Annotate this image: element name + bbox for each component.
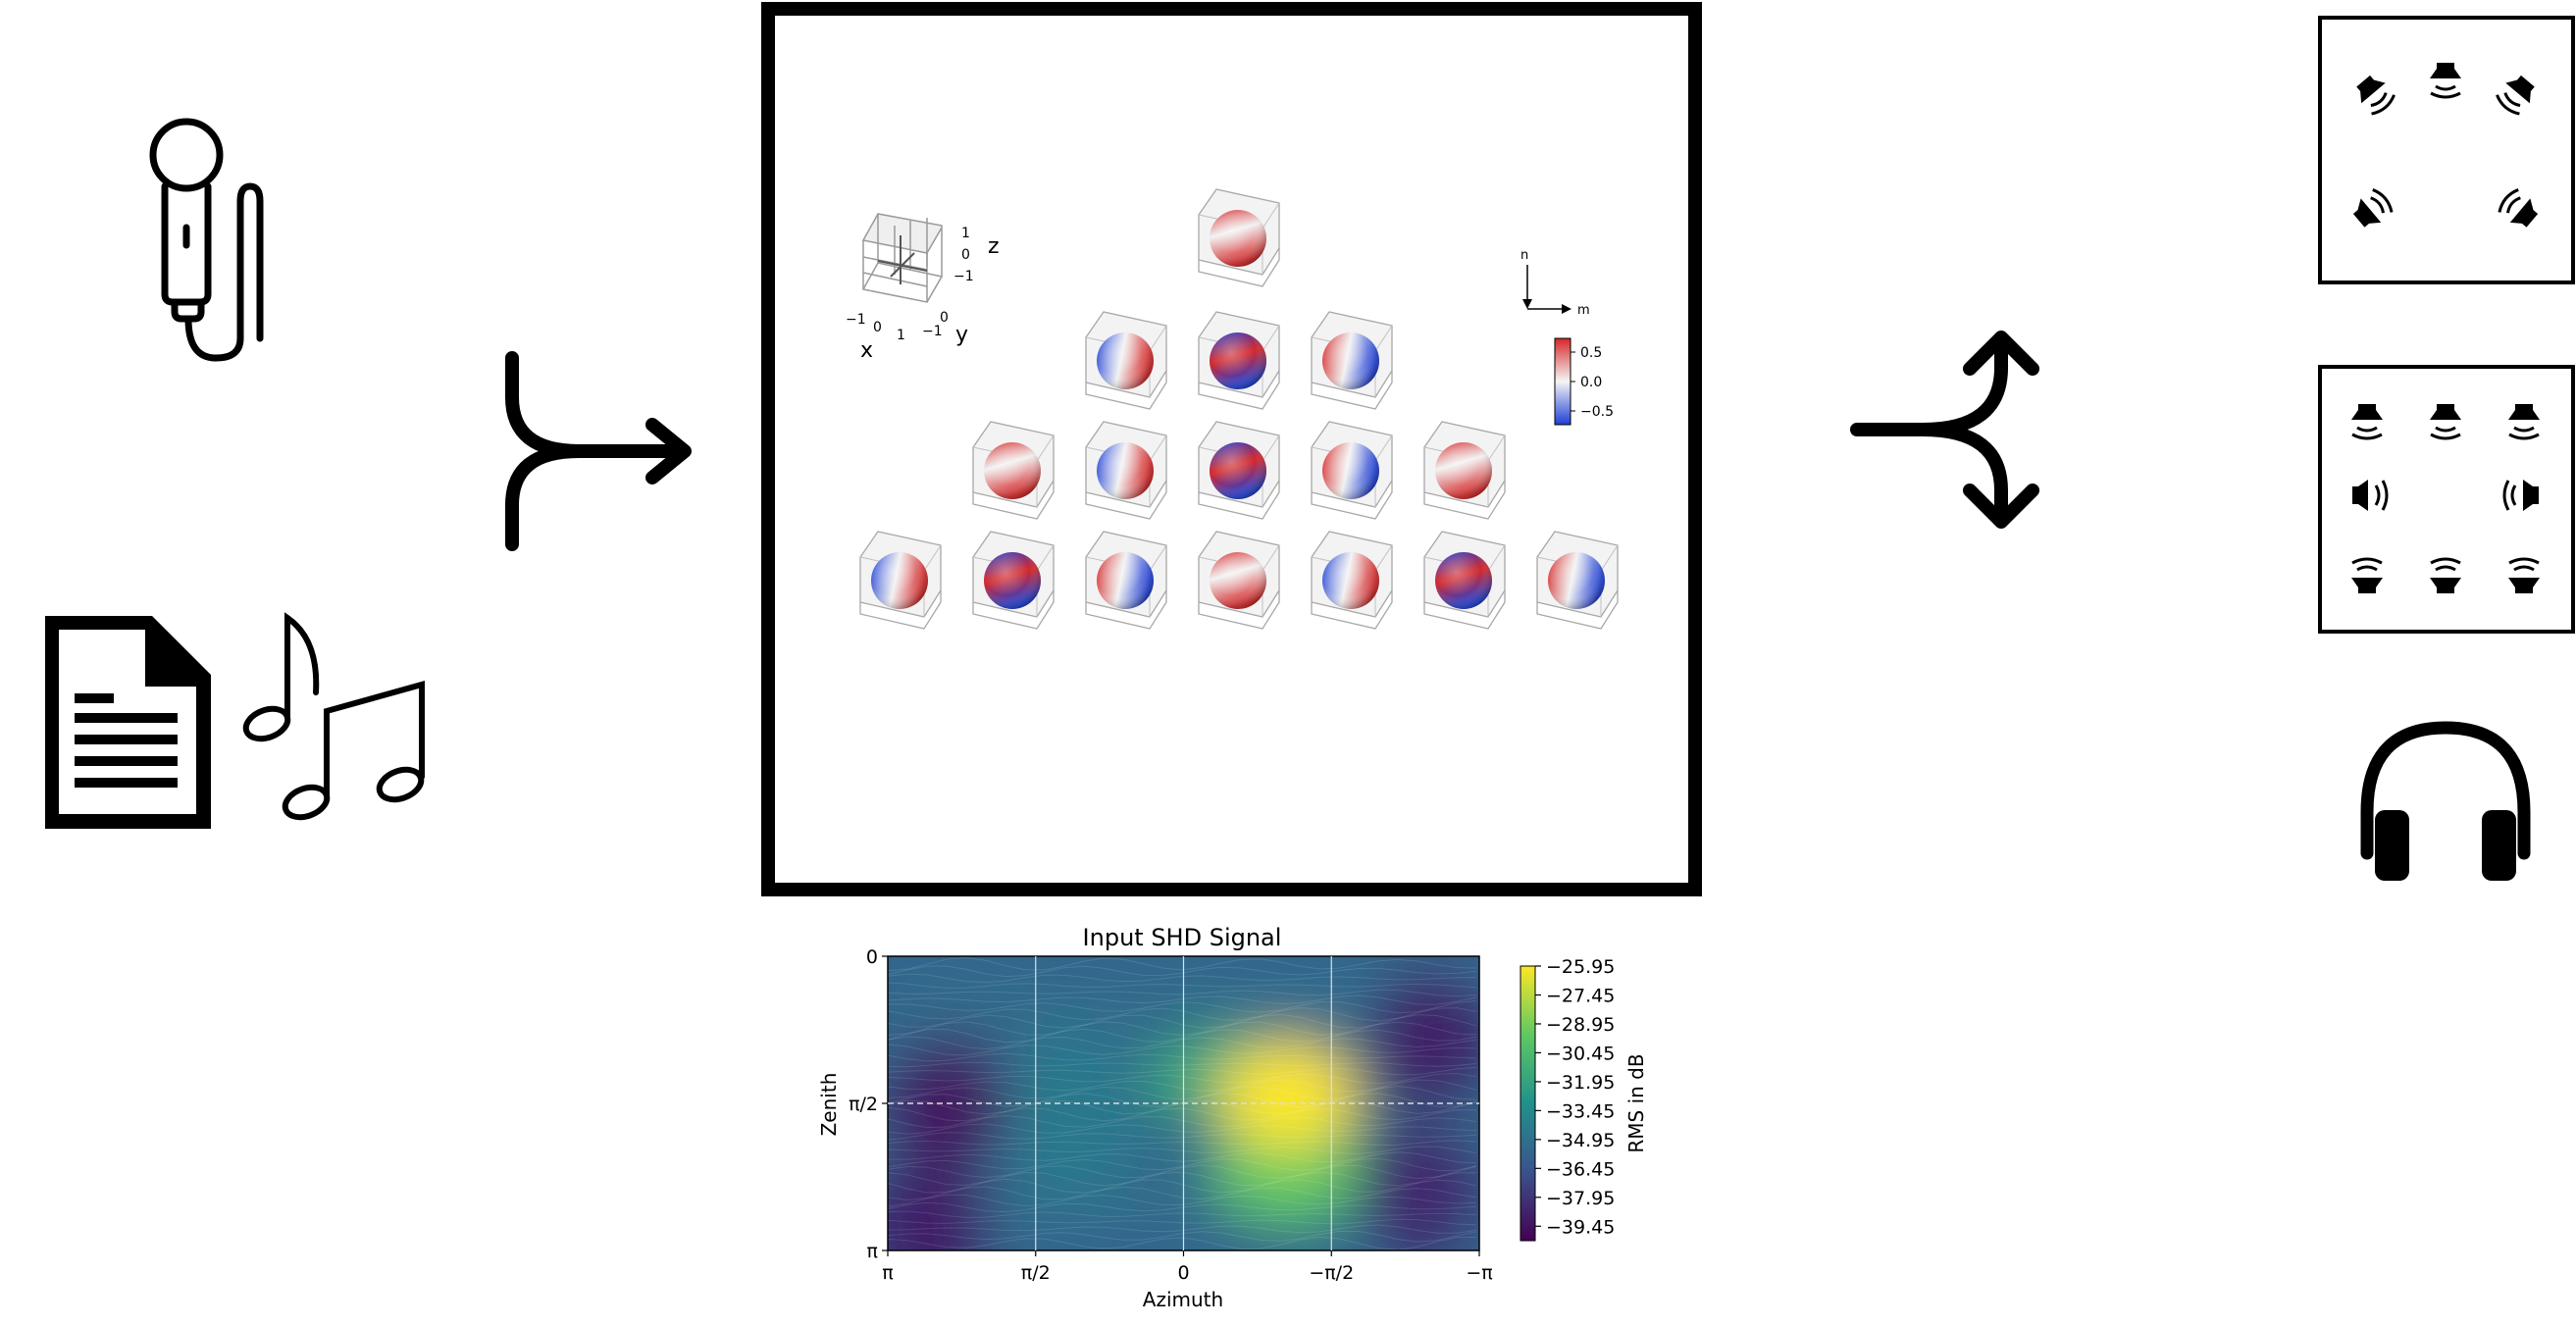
x-tick-3: 1 <box>897 328 905 343</box>
sh-sphere-n2-m1 <box>1311 421 1393 520</box>
x-axis-label: x <box>860 338 873 363</box>
speaker-top-2 <box>2430 404 2461 440</box>
sh-colorbar-tick-1: 0.5 <box>1580 345 1602 361</box>
colorbar-tick-label: −37.95 <box>1546 1188 1615 1209</box>
sh-sphere-n1-m-1 <box>1085 311 1167 410</box>
sh-sphere-n0-m0 <box>1198 188 1280 287</box>
x-tick-label: −π <box>1466 1262 1492 1284</box>
colorbar-tick-label: −31.95 <box>1546 1072 1615 1094</box>
y-tick-label: π <box>867 1241 878 1262</box>
colorbar-tick-label: −25.95 <box>1546 956 1615 978</box>
x-tick-label: π <box>882 1262 893 1284</box>
y-tick-label: 0 <box>866 946 878 968</box>
sh-sphere-n3-m3 <box>1536 531 1619 630</box>
z-tick-2: 0 <box>961 247 970 263</box>
merge-arrow-icon <box>505 351 692 551</box>
colorbar-tick-label: −36.45 <box>1546 1158 1615 1180</box>
z-tick-3: −1 <box>953 269 974 284</box>
sh-colorbar-tick-2: 0.0 <box>1580 375 1602 390</box>
x-tick-label: π/2 <box>1021 1262 1051 1284</box>
speaker-bottom-1 <box>2351 557 2383 593</box>
heatmap-peak-1 <box>1218 1043 1357 1151</box>
y-tick-label: π/2 <box>849 1094 878 1115</box>
z-tick-1: 1 <box>961 226 970 241</box>
x-tick-label: −π/2 <box>1309 1262 1354 1284</box>
colorbar-tick-label: −33.45 <box>1546 1100 1615 1122</box>
chart-title: Input SHD Signal <box>1083 924 1282 951</box>
speaker-mid-right <box>2502 480 2539 511</box>
heatmap-peak-2 <box>1213 1117 1362 1226</box>
y-tick-1: 0 <box>940 310 949 326</box>
sh-sphere-n1-m0 <box>1198 311 1280 410</box>
heatmap-trough-3 <box>1360 1121 1478 1250</box>
sh-sphere-n2-m0 <box>1198 421 1280 520</box>
speaker-front-center <box>2430 63 2461 99</box>
sh-sphere-n2-m-1 <box>1085 421 1167 520</box>
sh-colorbar <box>1554 337 1571 426</box>
m-label: m <box>1577 303 1590 318</box>
heatmap-trough-4 <box>888 1158 989 1250</box>
sh-sphere-n2-m2 <box>1423 421 1506 520</box>
sh-colorbar-tick-3: −0.5 <box>1580 404 1614 420</box>
speaker-rear-right <box>2498 188 2539 228</box>
y-axis-label: y <box>955 323 968 347</box>
heatmap-trough-1 <box>889 1037 1007 1175</box>
sh-sphere-n1-m1 <box>1311 311 1393 410</box>
music-notes-icon <box>242 612 425 821</box>
sh-sphere-n3-m-1 <box>1085 531 1167 630</box>
sh-sphere-n2-m-2 <box>972 421 1055 520</box>
sh-sphere-grid <box>859 188 1619 630</box>
speaker-bottom-3 <box>2508 557 2540 593</box>
speaker-top-1 <box>2351 404 2383 440</box>
colorbar-tick-label: −27.45 <box>1546 985 1615 1006</box>
chart-xlabel: Azimuth <box>1143 1288 1223 1311</box>
nm-direction-indicator <box>1522 265 1571 314</box>
headphones-icon <box>2360 721 2531 881</box>
speaker-layout-5ch <box>2318 16 2575 284</box>
axis-orientation-cube <box>861 213 943 303</box>
n-label: n <box>1520 248 1528 263</box>
speaker-rear-left <box>2352 188 2394 228</box>
x-tick-label: 0 <box>1177 1262 1189 1284</box>
chart-ylabel: Zenith <box>817 1073 841 1137</box>
document-icon <box>45 616 211 829</box>
x-tick-2: 0 <box>873 320 882 335</box>
heatmap-plot <box>888 956 1479 1250</box>
speaker-front-left <box>2356 75 2396 116</box>
speaker-front-right <box>2496 75 2535 116</box>
colorbar-tick-label: −34.95 <box>1546 1130 1615 1151</box>
sh-sphere-n3-m-2 <box>972 531 1055 630</box>
speaker-mid-left <box>2352 480 2389 511</box>
x-tick-1: −1 <box>846 312 866 328</box>
speaker-top-3 <box>2508 404 2540 440</box>
sh-sphere-n3-m0 <box>1198 531 1280 630</box>
colorbar-tick-label: −39.45 <box>1546 1216 1615 1238</box>
heatmap-colorbar <box>1520 965 1536 1242</box>
heatmap-trough-2 <box>1369 971 1479 1109</box>
colorbar-label: RMS in dB <box>1624 1053 1648 1152</box>
colorbar-tick-label: −30.45 <box>1546 1043 1615 1064</box>
sh-sphere-n3-m1 <box>1311 531 1393 630</box>
speaker-bottom-2 <box>2430 557 2461 593</box>
colorbar-tick-label: −28.95 <box>1546 1014 1615 1036</box>
y-tick-2: −1 <box>922 324 943 339</box>
microphone-icon <box>149 118 264 362</box>
sh-sphere-n3-m2 <box>1423 531 1506 630</box>
z-axis-label: z <box>988 234 1000 259</box>
sh-sphere-n3-m-3 <box>859 531 942 630</box>
split-arrow-icon <box>1850 331 2039 529</box>
